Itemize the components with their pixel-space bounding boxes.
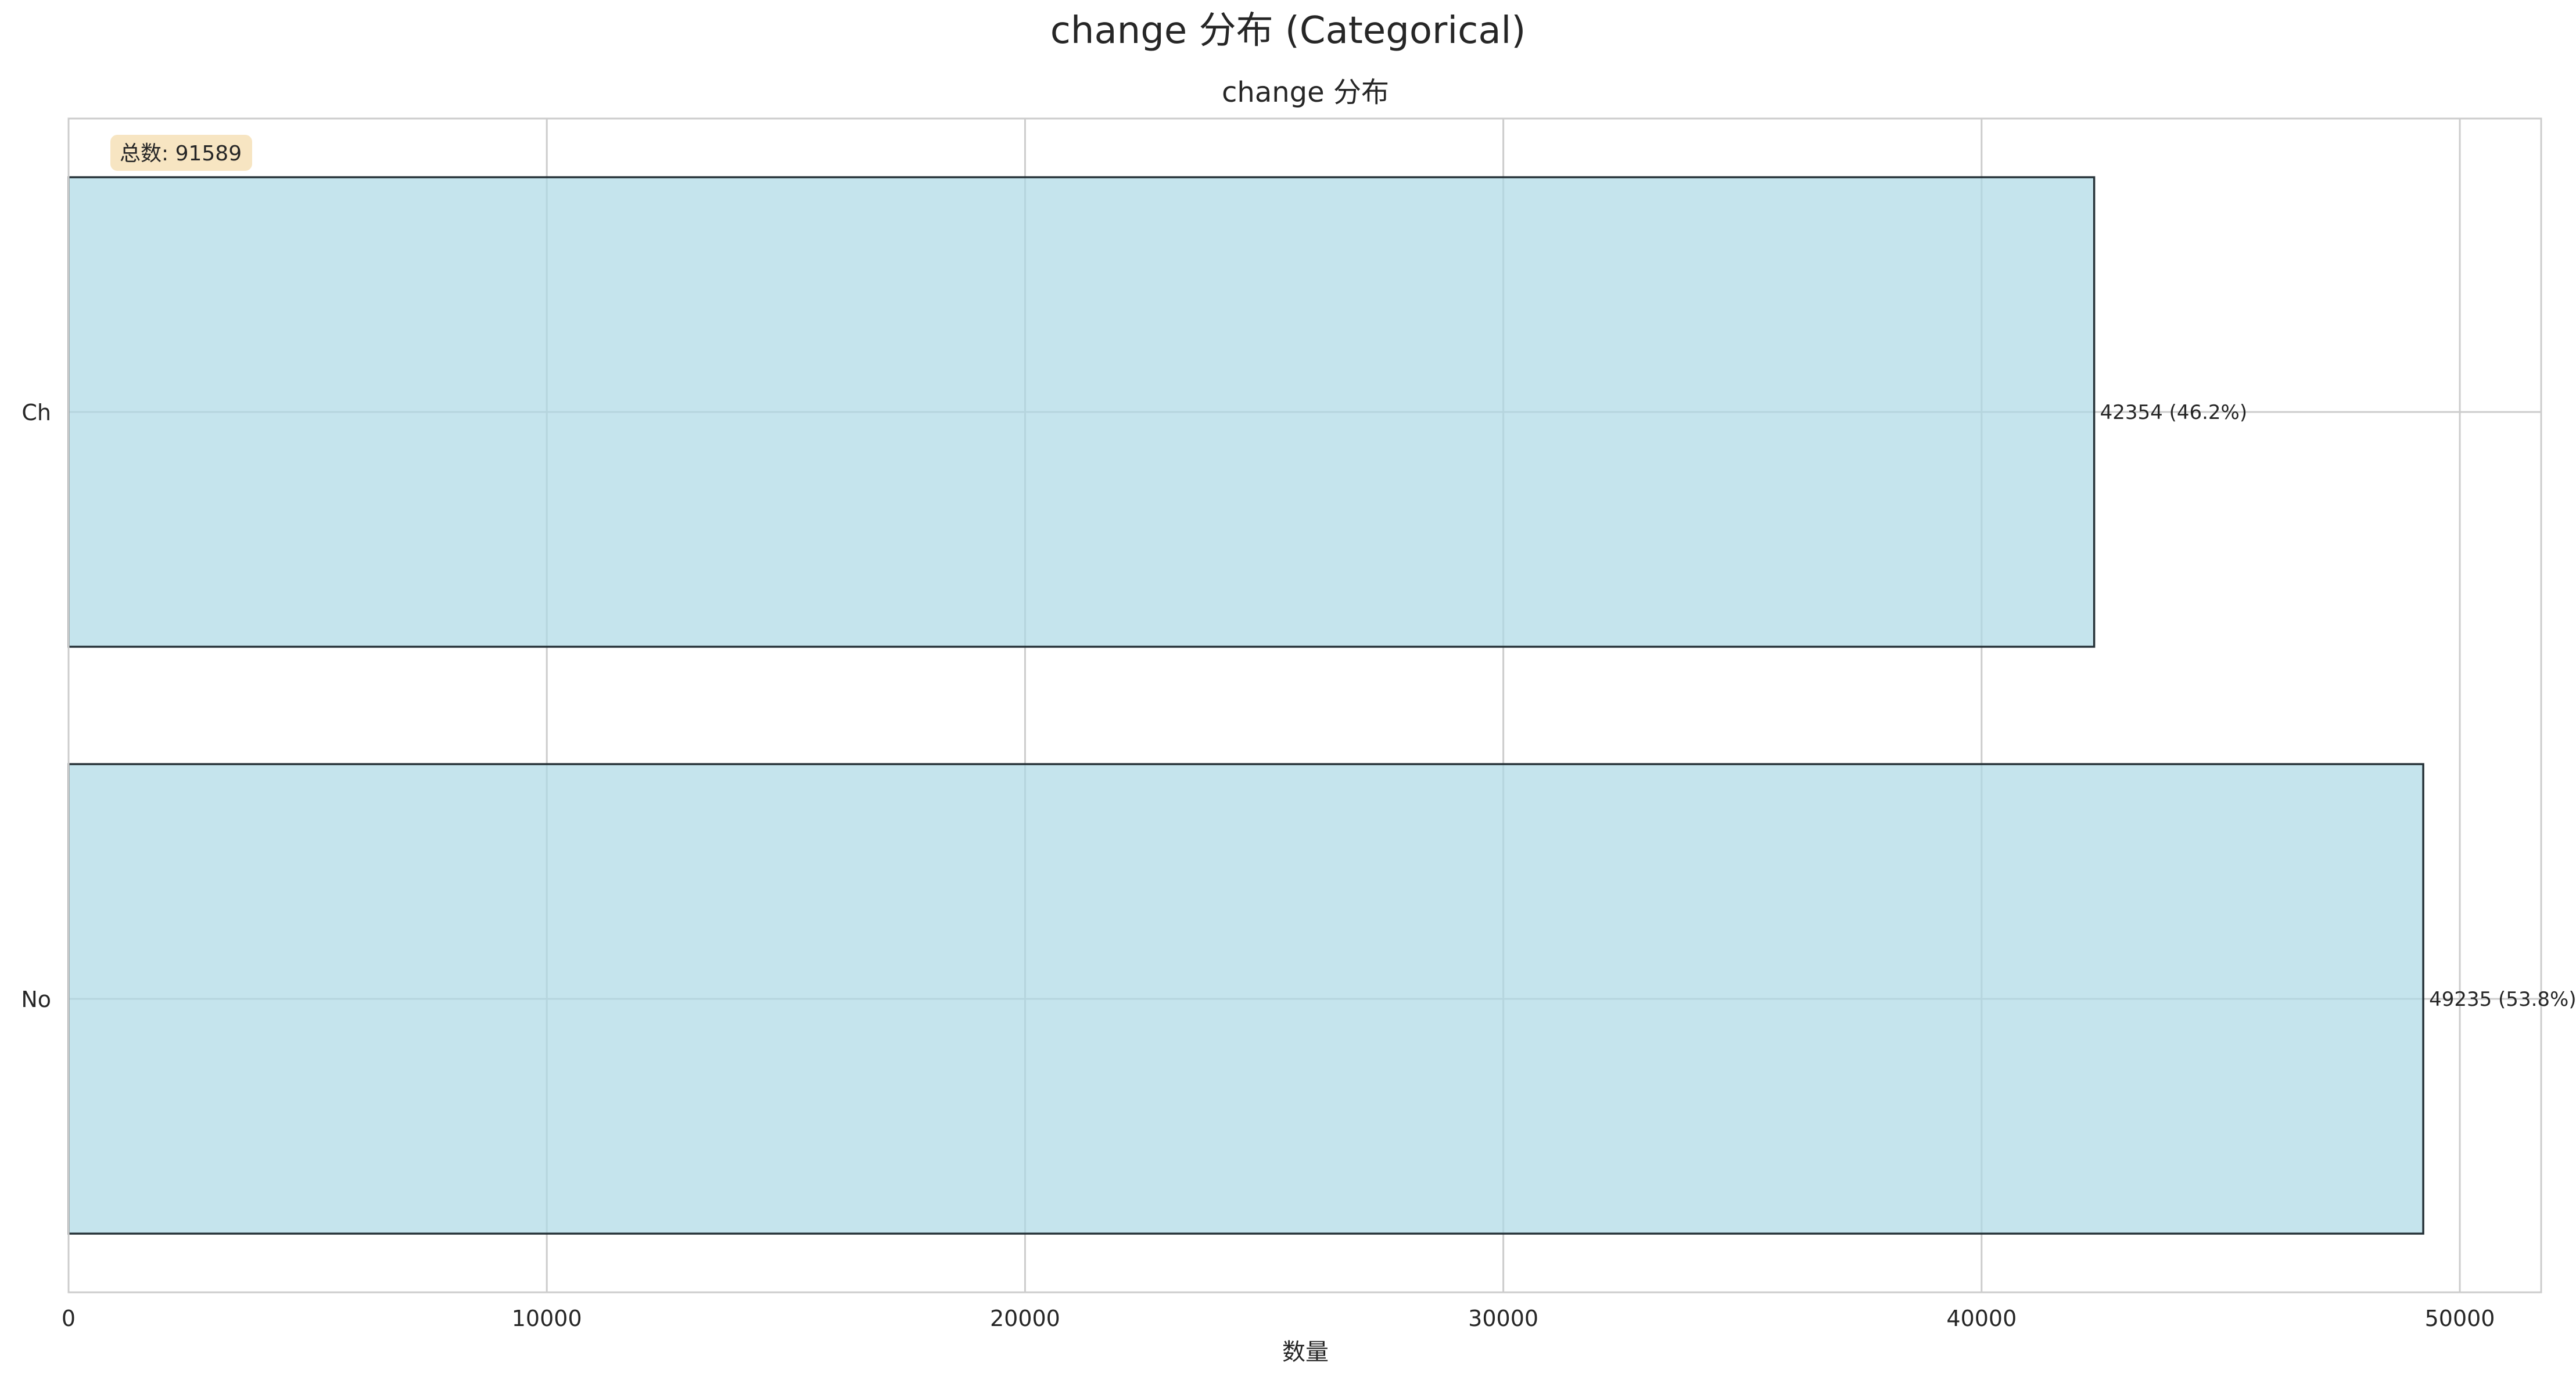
y-tick-label: Ch <box>21 400 51 425</box>
x-tick-label: 50000 <box>2425 1306 2495 1331</box>
x-tick-label: 30000 <box>1468 1306 1538 1331</box>
bar-no <box>67 763 2424 1235</box>
axes-title: change 分布 <box>1222 76 1389 109</box>
data-labels: 42354 (46.2%) 49235 (53.8%) <box>2100 401 2576 1011</box>
bars <box>67 176 2424 1235</box>
plot-frame <box>67 117 2542 1293</box>
x-tick-label: 10000 <box>512 1306 582 1331</box>
bar-data-label: 49235 (53.8%) <box>2429 988 2576 1011</box>
x-tick-label: 20000 <box>990 1306 1060 1331</box>
y-tick-label: No <box>21 987 51 1012</box>
axis-ticks: 0 10000 20000 30000 40000 50000 Ch No <box>21 400 2495 1331</box>
x-tick-label: 40000 <box>1946 1306 2017 1331</box>
total-label: 总数: 91589 <box>120 142 242 166</box>
x-axis-label: 数量 <box>1282 1339 1329 1366</box>
total-annotation: 总数: 91589 <box>110 135 252 171</box>
bar-ch <box>67 176 2096 648</box>
bar-data-label: 42354 (46.2%) <box>2100 401 2248 424</box>
x-tick-label: 0 <box>62 1306 76 1331</box>
figure-title: change 分布 (Categorical) <box>1050 9 1526 52</box>
total-label-box <box>110 135 252 171</box>
